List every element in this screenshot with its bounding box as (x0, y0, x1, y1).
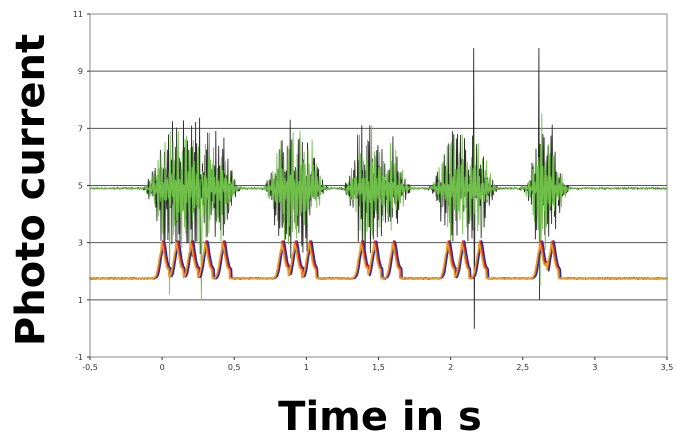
series-green (89, 113, 668, 301)
x-tick-label: 0 (160, 363, 165, 372)
x-axis-label: Time in s (278, 394, 482, 438)
y-tick-label: 11 (73, 10, 83, 19)
x-tick-label: -0,5 (82, 363, 98, 372)
y-axis-label: Photo current (8, 34, 54, 346)
y-tick-label: 3 (78, 239, 83, 248)
y-tick-label: 9 (78, 67, 83, 76)
x-axis-ticks: -0,5 0 0,5 1 1,5 2 2,5 3 3,5 (82, 357, 673, 372)
x-tick-label: 0,5 (228, 363, 241, 372)
series-orange (89, 241, 668, 280)
series-layer (89, 47, 668, 329)
x-tick-label: 2 (448, 363, 453, 372)
y-tick-label: 5 (78, 182, 83, 191)
y-tick-label: 1 (78, 296, 83, 305)
x-tick-label: 1 (304, 363, 309, 372)
x-tick-label: 3,5 (661, 363, 674, 372)
y-tick-label: -1 (75, 353, 83, 362)
y-tick-label: 7 (78, 124, 83, 133)
x-tick-label: 3 (592, 363, 597, 372)
y-axis-ticks: -1 1 3 5 7 9 11 (73, 10, 90, 362)
x-tick-label: 1,5 (372, 363, 385, 372)
x-tick-label: 2,5 (516, 363, 529, 372)
